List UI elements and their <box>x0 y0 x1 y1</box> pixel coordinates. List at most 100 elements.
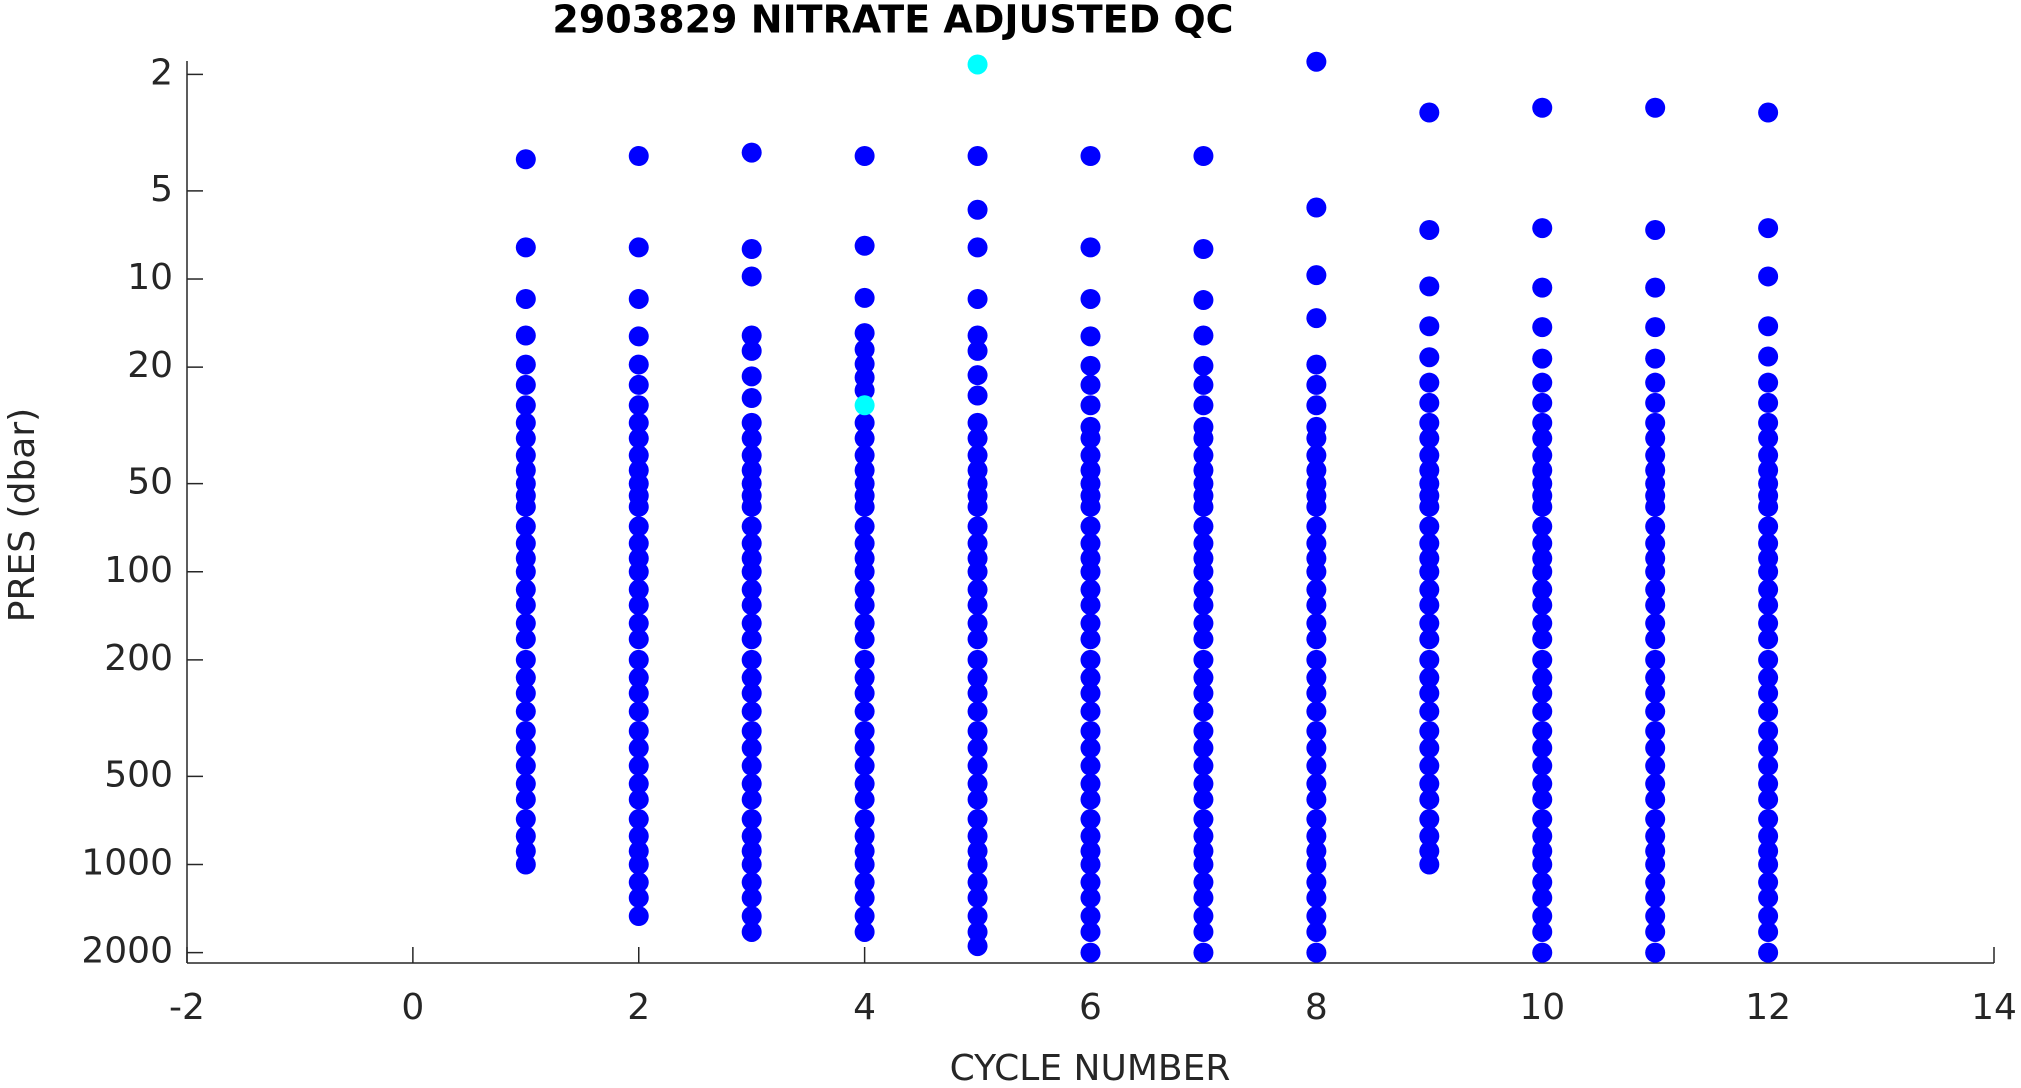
scatter-point <box>628 237 649 258</box>
scatter-point <box>515 649 536 670</box>
scatter-point <box>741 388 762 409</box>
scatter-point <box>1758 789 1779 810</box>
scatter-point <box>967 649 988 670</box>
scatter-point <box>1532 773 1553 794</box>
scatter-point <box>854 789 875 810</box>
scatter-point <box>1645 721 1666 742</box>
scatter-point <box>1193 701 1214 722</box>
scatter-point <box>1419 347 1440 368</box>
scatter-point <box>854 395 875 416</box>
scatter-point <box>1758 701 1779 722</box>
scatter-point <box>1645 921 1666 942</box>
scatter-point <box>1306 773 1327 794</box>
scatter-point <box>1645 613 1666 634</box>
scatter-point <box>1419 276 1440 297</box>
scatter-point <box>628 721 649 742</box>
scatter-point <box>628 667 649 688</box>
scatter-point <box>515 789 536 810</box>
scatter-point <box>1645 789 1666 810</box>
scatter-point <box>854 906 875 927</box>
scatter-point <box>854 412 875 433</box>
scatter-point <box>1193 516 1214 537</box>
scatter-point <box>1645 854 1666 875</box>
scatter-point <box>1193 809 1214 830</box>
scatter-point <box>515 667 536 688</box>
scatter-point <box>1080 629 1101 650</box>
scatter-point <box>1080 826 1101 847</box>
scatter-point <box>741 667 762 688</box>
scatter-point <box>854 561 875 582</box>
scatter-point <box>1306 496 1327 517</box>
scatter-point <box>1532 277 1553 298</box>
scatter-point <box>1758 854 1779 875</box>
scatter-point <box>628 887 649 908</box>
scatter-point <box>1645 516 1666 537</box>
scatter-point <box>1645 412 1666 433</box>
y-tick-label: 50 <box>127 462 173 503</box>
scatter-point <box>1645 667 1666 688</box>
scatter-point <box>1419 755 1440 776</box>
scatter-point <box>1645 649 1666 670</box>
scatter-point <box>1758 496 1779 517</box>
scatter-point <box>741 239 762 260</box>
scatter-point <box>1080 721 1101 742</box>
scatter-point <box>1645 392 1666 413</box>
scatter-point <box>854 667 875 688</box>
x-tick-label: 8 <box>1305 987 1328 1028</box>
scatter-point <box>515 516 536 537</box>
scatter-point <box>1419 738 1440 759</box>
scatter-point <box>967 340 988 361</box>
scatter-point <box>1758 906 1779 927</box>
scatter-point <box>741 701 762 722</box>
scatter-point <box>1645 683 1666 704</box>
scatter-point <box>1080 428 1101 449</box>
scatter-point <box>967 325 988 346</box>
scatter-point <box>967 809 988 830</box>
scatter-point <box>1645 372 1666 393</box>
scatter-point <box>1193 773 1214 794</box>
scatter-point <box>1645 701 1666 722</box>
scatter-point <box>1080 942 1101 963</box>
scatter-point <box>1532 906 1553 927</box>
scatter-point <box>628 496 649 517</box>
scatter-point <box>1758 826 1779 847</box>
scatter-point <box>854 755 875 776</box>
scatter-point <box>854 613 875 634</box>
scatter-point <box>1080 854 1101 875</box>
scatter-point <box>854 339 875 360</box>
scatter-point <box>741 428 762 449</box>
scatter-point <box>1306 265 1327 286</box>
scatter-point <box>515 237 536 258</box>
scatter-point <box>1306 755 1327 776</box>
scatter-point <box>1758 667 1779 688</box>
scatter-point <box>1532 629 1553 650</box>
scatter-point <box>741 721 762 742</box>
scatter-point <box>1758 921 1779 942</box>
scatter-point <box>1532 218 1553 239</box>
scatter-point <box>1532 721 1553 742</box>
scatter-point <box>1193 395 1214 416</box>
scatter-point <box>1758 445 1779 466</box>
scatter-point <box>1645 277 1666 298</box>
scatter-point <box>1419 316 1440 337</box>
scatter-point <box>1193 239 1214 260</box>
scatter-point <box>1080 773 1101 794</box>
scatter-point <box>1080 326 1101 347</box>
scatter-point <box>1532 445 1553 466</box>
scatter-point <box>628 872 649 893</box>
scatter-point <box>1080 872 1101 893</box>
scatter-point <box>967 755 988 776</box>
scatter-point <box>854 287 875 308</box>
scatter-point <box>1193 355 1214 376</box>
scatter-point <box>1758 649 1779 670</box>
scatter-point <box>1532 789 1553 810</box>
scatter-point <box>1306 921 1327 942</box>
scatter-point <box>515 755 536 776</box>
scatter-point <box>1758 738 1779 759</box>
scatter-point <box>1193 789 1214 810</box>
scatter-point <box>854 323 875 344</box>
scatter-point <box>1758 773 1779 794</box>
scatter-point <box>1532 595 1553 616</box>
scatter-point <box>628 773 649 794</box>
scatter-point <box>854 649 875 670</box>
